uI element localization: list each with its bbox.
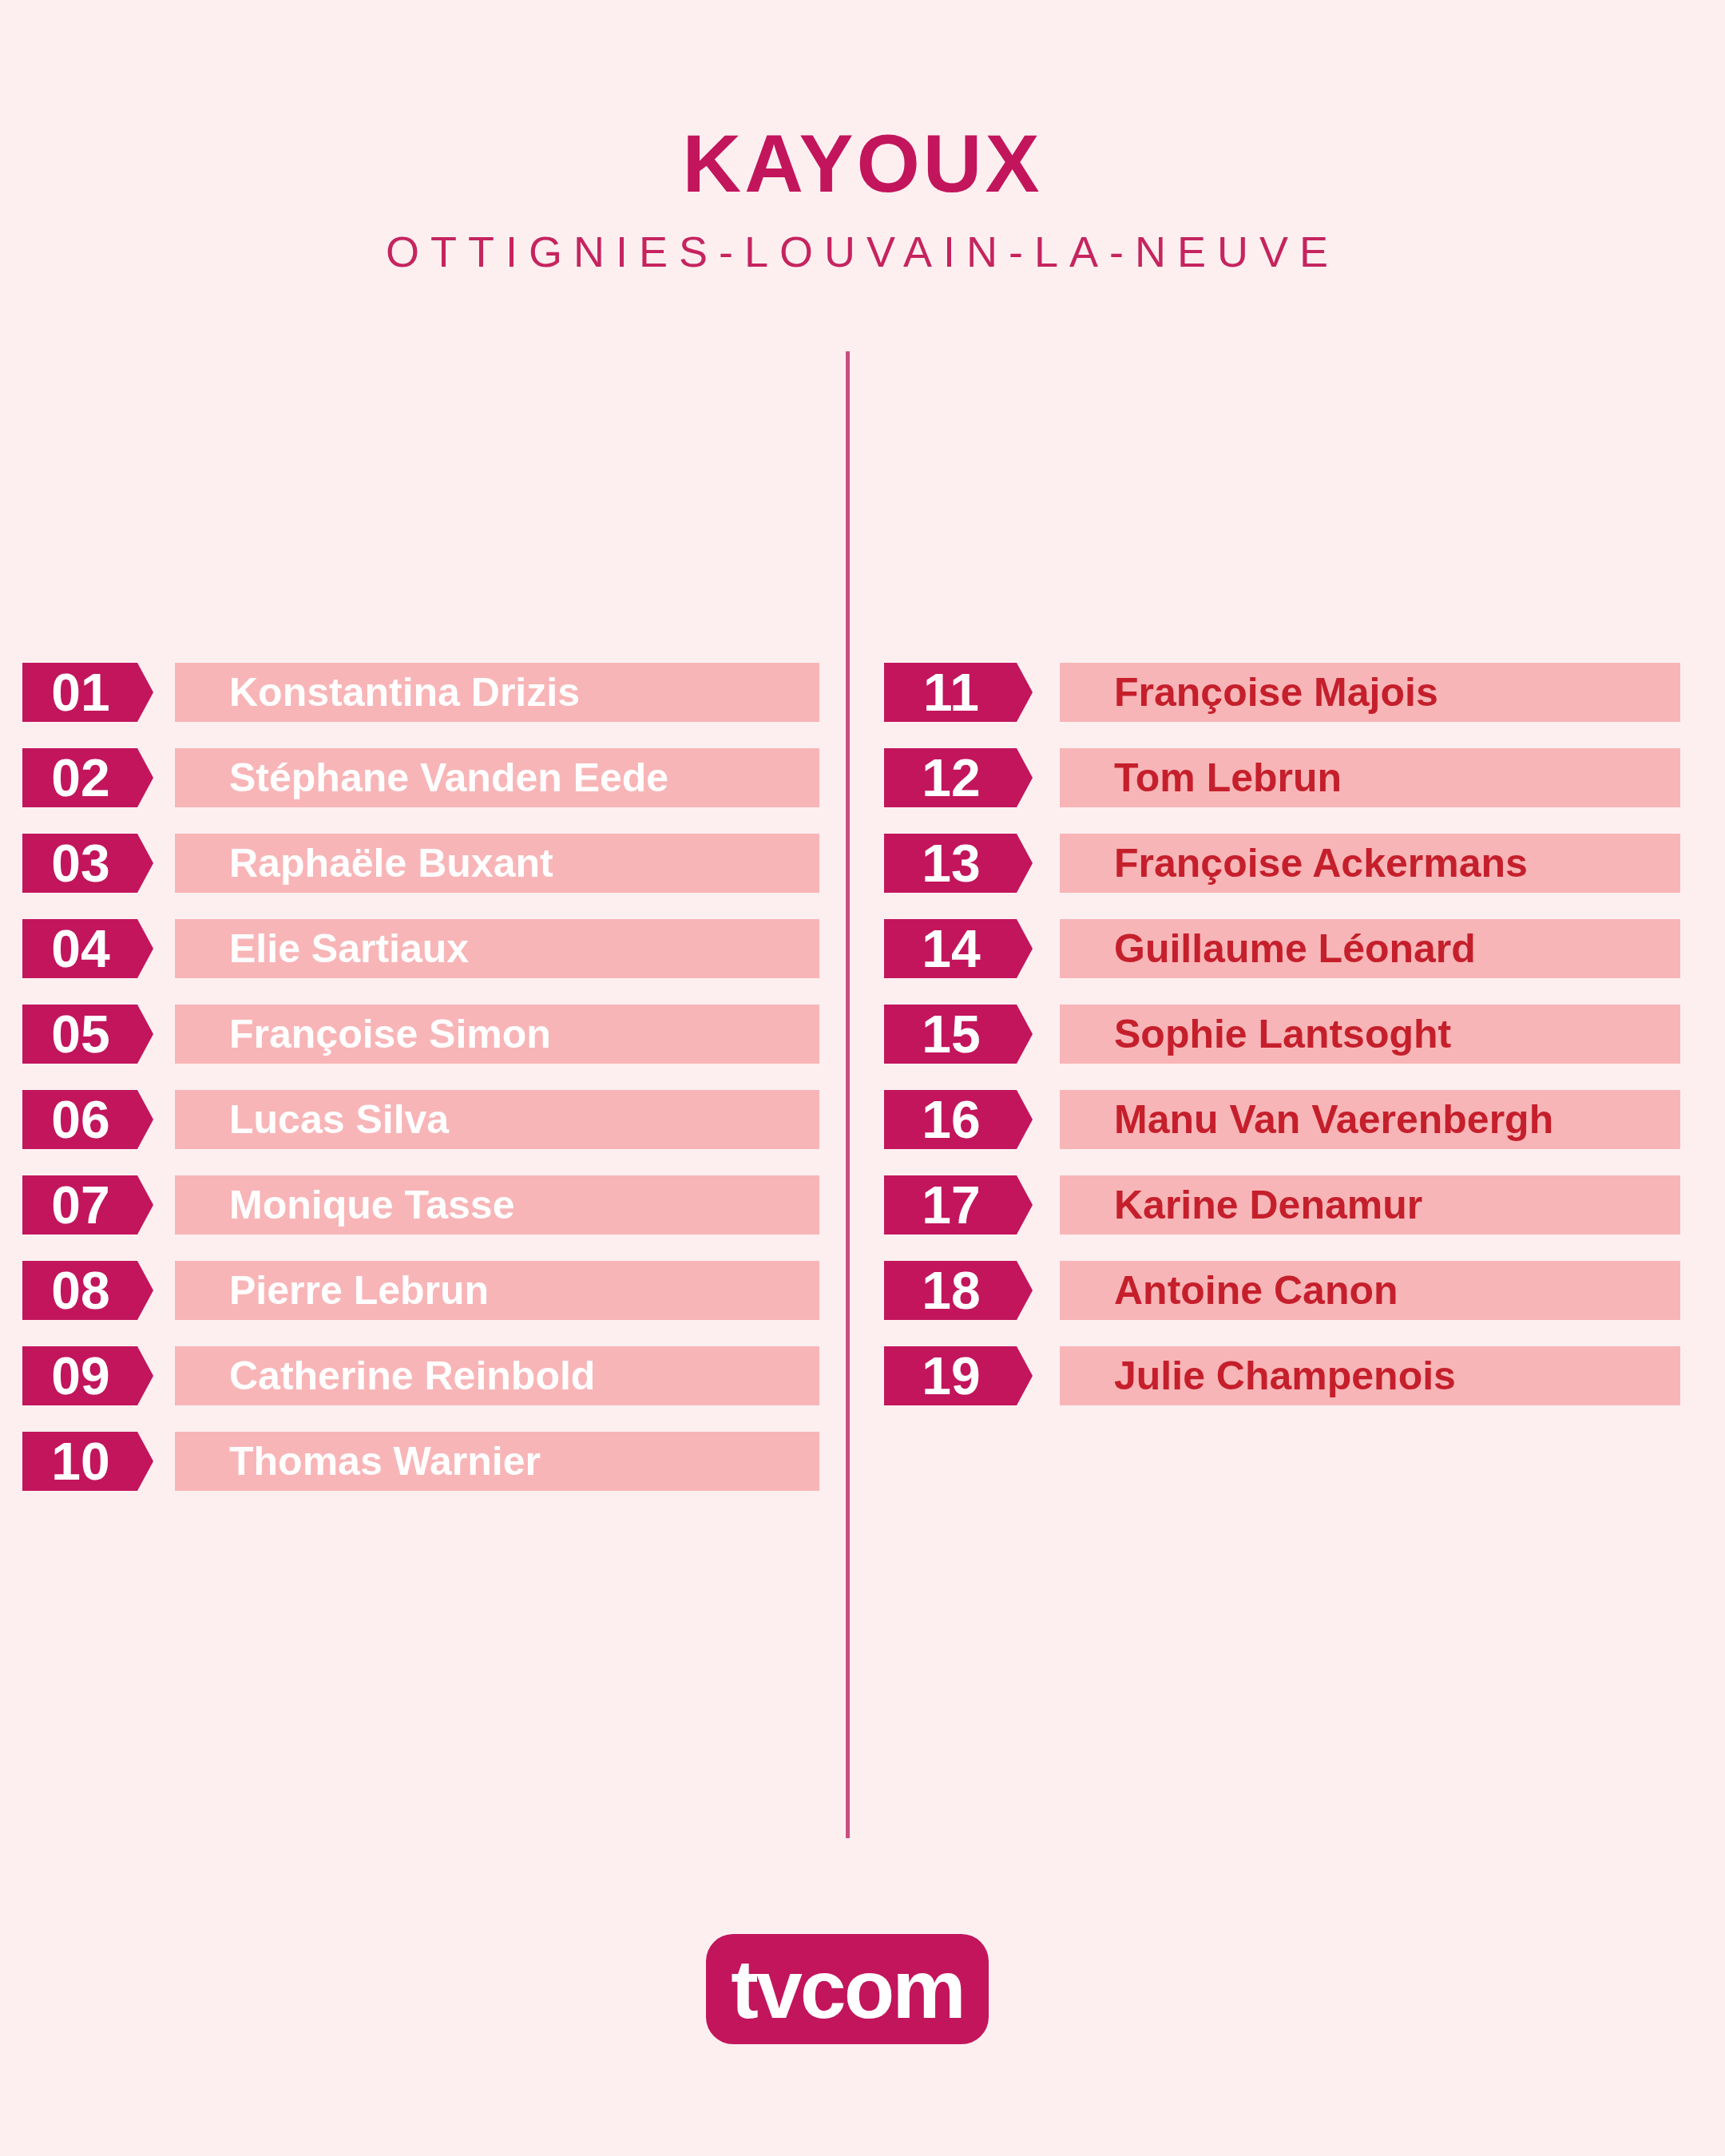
candidate-name-bar: Thomas Warnier: [175, 1432, 819, 1491]
list-item: 13 Françoise Ackermans: [884, 834, 1680, 893]
list-item: 02 Stéphane Vanden Eede: [22, 748, 819, 807]
rank-badge: 19: [884, 1346, 1033, 1405]
rank-badge: 09: [22, 1346, 153, 1405]
list-item: 09 Catherine Reinbold: [22, 1346, 819, 1405]
candidate-name-bar: Guillaume Léonard: [1060, 919, 1680, 978]
rank-badge: 04: [22, 919, 153, 978]
page-title: KAYOUX: [0, 120, 1725, 208]
rank-badge: 01: [22, 663, 153, 722]
list-item: 17 Karine Denamur: [884, 1175, 1680, 1235]
list-item: 06 Lucas Silva: [22, 1090, 819, 1149]
candidate-name-bar: Manu Van Vaerenbergh: [1060, 1090, 1680, 1149]
candidate-name-bar: Monique Tasse: [175, 1175, 819, 1235]
list-item: 05 Françoise Simon: [22, 1005, 819, 1064]
candidate-name-bar: Karine Denamur: [1060, 1175, 1680, 1235]
rank-badge: 13: [884, 834, 1033, 893]
list-item: 08 Pierre Lebrun: [22, 1261, 819, 1320]
rank-badge: 05: [22, 1005, 153, 1064]
candidate-name-bar: Konstantina Drizis: [175, 663, 819, 722]
list-item: 04 Elie Sartiaux: [22, 919, 819, 978]
rank-badge: 11: [884, 663, 1033, 722]
tvcom-logo: tvcom: [706, 1934, 989, 2044]
candidate-name-bar: Lucas Silva: [175, 1090, 819, 1149]
list-item: 19 Julie Champenois: [884, 1346, 1680, 1405]
page-subtitle: OTTIGNIES-LOUVAIN-LA-NEUVE: [0, 226, 1725, 277]
list-item: 14 Guillaume Léonard: [884, 919, 1680, 978]
candidate-name-bar: Catherine Reinbold: [175, 1346, 819, 1405]
candidate-name-bar: Elie Sartiaux: [175, 919, 819, 978]
list-item: 01 Konstantina Drizis: [22, 663, 819, 722]
list-item: 15 Sophie Lantsoght: [884, 1005, 1680, 1064]
rank-badge: 07: [22, 1175, 153, 1235]
vertical-divider: [846, 351, 850, 1838]
rank-badge: 06: [22, 1090, 153, 1149]
rank-badge: 08: [22, 1261, 153, 1320]
list-item: 10 Thomas Warnier: [22, 1432, 819, 1491]
candidate-name-bar: Julie Champenois: [1060, 1346, 1680, 1405]
candidate-name-bar: Françoise Ackermans: [1060, 834, 1680, 893]
candidate-name-bar: Pierre Lebrun: [175, 1261, 819, 1320]
candidate-column-right: 11 Françoise Majois 12 Tom Lebrun 13 Fra…: [884, 663, 1680, 1405]
list-item: 11 Françoise Majois: [884, 663, 1680, 722]
list-item: 03 Raphaële Buxant: [22, 834, 819, 893]
list-item: 07 Monique Tasse: [22, 1175, 819, 1235]
candidate-name-bar: Françoise Majois: [1060, 663, 1680, 722]
list-item: 18 Antoine Canon: [884, 1261, 1680, 1320]
candidate-name-bar: Françoise Simon: [175, 1005, 819, 1064]
rank-badge: 02: [22, 748, 153, 807]
candidate-column-left: 01 Konstantina Drizis 02 Stéphane Vanden…: [22, 663, 819, 1491]
rank-badge: 03: [22, 834, 153, 893]
candidate-name-bar: Stéphane Vanden Eede: [175, 748, 819, 807]
rank-badge: 10: [22, 1432, 153, 1491]
rank-badge: 14: [884, 919, 1033, 978]
rank-badge: 15: [884, 1005, 1033, 1064]
list-item: 16 Manu Van Vaerenbergh: [884, 1090, 1680, 1149]
candidate-name-bar: Raphaële Buxant: [175, 834, 819, 893]
rank-badge: 17: [884, 1175, 1033, 1235]
candidate-name-bar: Antoine Canon: [1060, 1261, 1680, 1320]
rank-badge: 18: [884, 1261, 1033, 1320]
list-item: 12 Tom Lebrun: [884, 748, 1680, 807]
rank-badge: 12: [884, 748, 1033, 807]
candidate-name-bar: Tom Lebrun: [1060, 748, 1680, 807]
candidate-name-bar: Sophie Lantsoght: [1060, 1005, 1680, 1064]
rank-badge: 16: [884, 1090, 1033, 1149]
